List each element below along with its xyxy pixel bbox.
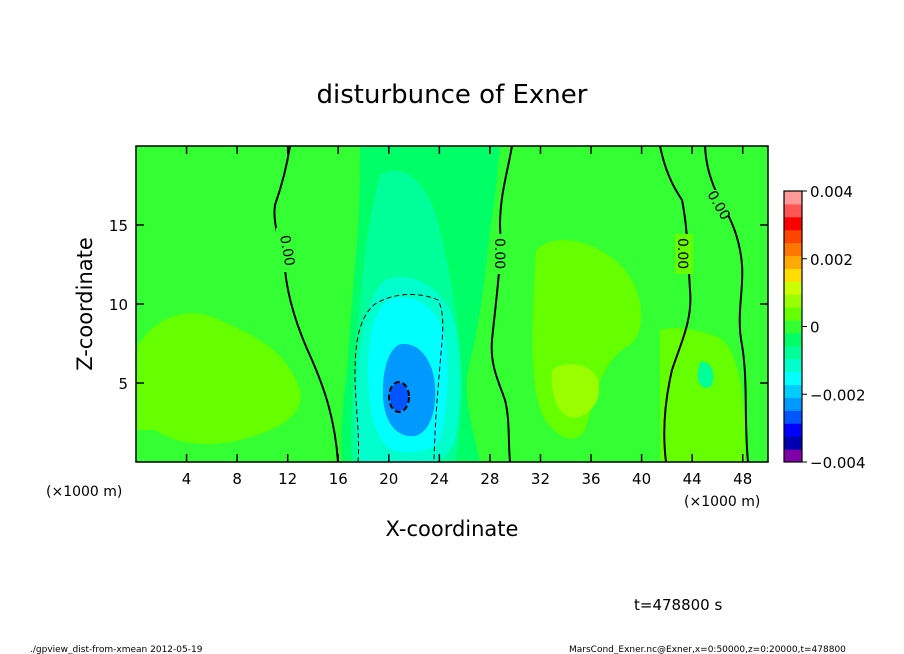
colorbar-tick-label: −0.002 (810, 386, 866, 404)
negative-region-3 (382, 344, 436, 437)
negative-contour-inner (388, 381, 410, 413)
x-axis-label: X-coordinate (386, 517, 519, 541)
contour-label-bg (492, 234, 510, 274)
contour-field (136, 146, 768, 462)
colorbar-swatch (784, 307, 802, 321)
x-tick-label: 48 (733, 470, 752, 488)
x-tick-label: 8 (232, 470, 242, 488)
colorbar-swatch (784, 268, 802, 282)
script-label: ./gpview_dist-from-xmean 2012-05-19 (30, 645, 203, 654)
contour-label-bg (700, 190, 728, 230)
colorbar-swatch (784, 191, 802, 205)
x-tick-label: 28 (480, 470, 499, 488)
contour-label-bg (675, 234, 693, 274)
contour-label-bg (276, 228, 294, 272)
zero-contour-3 (659, 146, 692, 462)
colorbar-swatch (784, 242, 802, 257)
positive-lobe-left (136, 313, 301, 445)
colorbar-swatch (784, 384, 802, 398)
colorbar-swatch (784, 358, 802, 373)
colorbar-swatch (784, 423, 802, 437)
colorbar-swatch (784, 397, 802, 411)
x-axis: 4 8 12 16 20 24 28 32 36 40 44 48 (182, 146, 752, 488)
positive-max (551, 364, 600, 418)
colorbar-tick-label: 0.004 (810, 183, 853, 201)
y-tick-label: 5 (118, 375, 128, 393)
x-tick-label: 36 (581, 470, 600, 488)
y-axis: 5 10 15 (109, 217, 768, 393)
x-tick-label: 40 (632, 470, 651, 488)
y-tick-label: 10 (109, 296, 128, 314)
x-unit-left: (×1000 m) (46, 484, 122, 500)
source-label: MarsCond_Exner.nc@Exner,x=0:50000,z=0:20… (569, 645, 846, 654)
contour-label: 0.00 (674, 238, 690, 269)
x-tick-label: 16 (329, 470, 348, 488)
x-unit-right: (×1000 m) (684, 494, 760, 510)
colorbar-swatch (784, 294, 802, 308)
colorbar-swatch (784, 436, 802, 450)
colorbar-swatch (784, 320, 802, 334)
x-tick-label: 20 (379, 470, 398, 488)
zero-contour-2 (490, 146, 513, 462)
colorbar-swatch (784, 255, 802, 269)
zero-contour-1 (273, 146, 339, 462)
colorbar-swatch (784, 345, 802, 360)
negative-minimum (390, 383, 408, 411)
colorbar-swatch (784, 216, 802, 231)
contour-label: 0.00 (491, 238, 507, 269)
positive-lobe-right (660, 327, 745, 462)
contour-label: 0.00 (276, 234, 297, 267)
x-tick-label: 24 (430, 470, 449, 488)
time-label: t=478800 s (634, 596, 722, 614)
negative-contour-outer (354, 293, 444, 462)
chart-title: disturbunce of Exner (317, 80, 588, 110)
colorbar-swatch (784, 410, 802, 424)
y-axis-label: Z-coordinate (73, 237, 97, 371)
colorbar-swatch (784, 449, 802, 463)
colorbar-swatch (784, 229, 802, 244)
colorbar-tick-label: −0.004 (810, 454, 866, 472)
colorbar-swatch (784, 203, 802, 218)
x-tick-label: 12 (278, 470, 297, 488)
contour-lines (273, 146, 749, 462)
colorbar-ticks: 0.004 0.002 0 −0.002 −0.004 (802, 183, 866, 472)
colorbar-tick-label: 0.002 (810, 251, 853, 269)
colorbar-swatch (784, 281, 802, 295)
small-negative-right (697, 361, 714, 388)
x-tick-label: 44 (683, 470, 702, 488)
colorbar-tick-label: 0 (810, 319, 820, 337)
colorbar-swatch (784, 371, 802, 386)
y-tick-label: 15 (109, 217, 128, 235)
contour-label-group: 0.00 0.00 0.00 0.00 (276, 188, 733, 274)
x-tick-label: 32 (531, 470, 550, 488)
x-tick-label: 4 (182, 470, 192, 488)
colorbar-swatch (784, 332, 802, 347)
colorbar (783, 190, 803, 463)
